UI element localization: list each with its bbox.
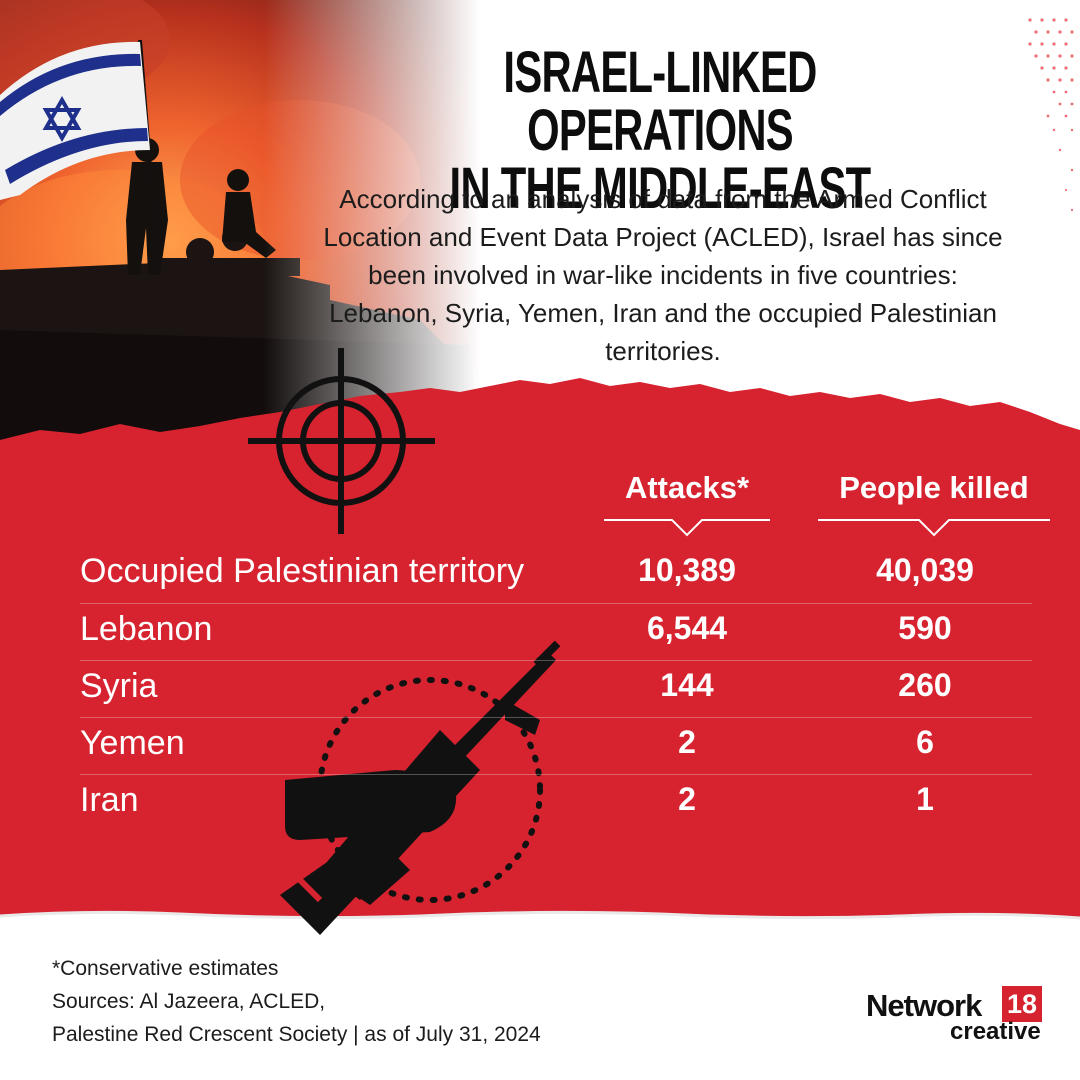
row-attacks: 6,544 (646, 610, 728, 646)
row-killed: 6 (916, 724, 934, 760)
table-row: Yemen 2 6 (80, 718, 1032, 776)
row-attacks: 10,389 (638, 552, 736, 588)
page-title: ISRAEL-LINKED OPERATIONS IN THE MIDDLE-E… (422, 44, 897, 218)
row-divider (80, 660, 1032, 661)
logo-sub: creative (950, 1018, 1041, 1045)
table-row: Iran 2 1 (80, 775, 1032, 833)
row-country: Iran (80, 781, 139, 819)
row-country: Yemen (80, 724, 185, 762)
row-killed: 590 (898, 610, 952, 646)
network18-logo: Network 18 creative (866, 986, 1046, 1046)
table-row: Occupied Palestinian territory 10,389 40… (80, 546, 1032, 604)
row-killed: 40,039 (876, 552, 974, 588)
row-attacks: 2 (678, 781, 696, 817)
column-header-killed: People killed (839, 470, 1029, 505)
row-killed: 260 (898, 667, 952, 703)
intro-paragraph: According to an analysis of data from th… (323, 184, 1003, 366)
row-country: Lebanon (80, 610, 213, 648)
row-attacks: 2 (678, 724, 696, 760)
row-country: Occupied Palestinian territory (80, 552, 525, 590)
row-country: Syria (80, 667, 158, 705)
title-line-2: IN THE MIDDLE-EAST (449, 156, 872, 221)
footnote-note: *Conservative estimates (52, 957, 279, 980)
footnote-sources-2: Palestine Red Crescent Society | as of J… (52, 1023, 541, 1046)
column-header-attacks: Attacks* (624, 470, 750, 505)
crosshair-icon (248, 348, 435, 534)
row-attacks: 144 (660, 667, 714, 703)
row-divider (80, 717, 1032, 718)
logo-brand: Network (866, 988, 982, 1023)
row-killed: 1 (916, 781, 934, 817)
title-line-1: ISRAEL-LINKED OPERATIONS (503, 40, 817, 163)
logo-badge: 18 (1002, 986, 1042, 1022)
row-divider (80, 603, 1032, 604)
footnote-sources-1: Sources: Al Jazeera, ACLED, (52, 990, 326, 1013)
table-row: Lebanon 6,544 590 (80, 604, 1032, 662)
table-row: Syria 144 260 (80, 661, 1032, 719)
row-divider (80, 774, 1032, 775)
rifle-hand-icon (280, 640, 561, 935)
footnote: *Conservative estimates Sources: Al Jaze… (52, 952, 541, 1051)
